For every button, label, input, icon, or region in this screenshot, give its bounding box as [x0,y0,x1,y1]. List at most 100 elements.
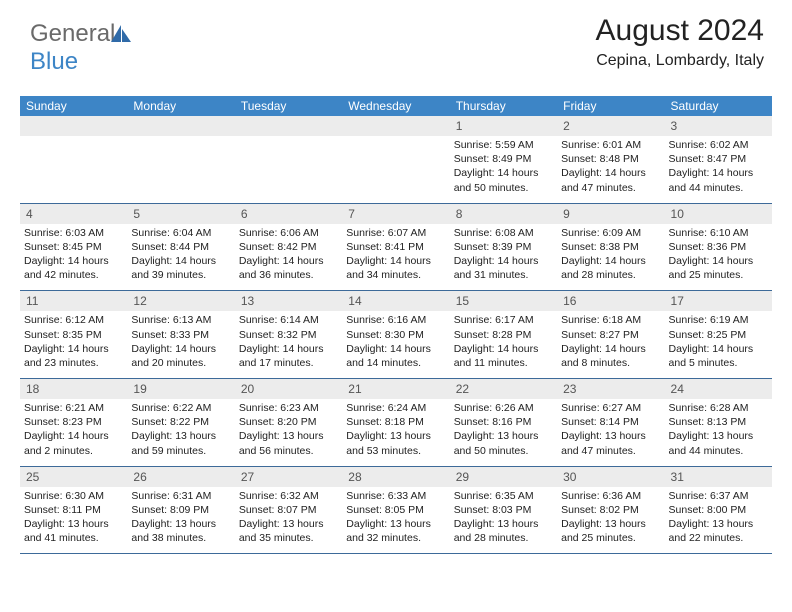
sunset-line: Sunset: 8:13 PM [669,415,768,429]
day-number: 31 [665,467,772,487]
sunset-line: Sunset: 8:48 PM [561,152,660,166]
daylight-line: Daylight: 13 hours and 53 minutes. [346,429,445,457]
week-row: 25Sunrise: 6:30 AMSunset: 8:11 PMDayligh… [20,467,772,555]
week-row: 18Sunrise: 6:21 AMSunset: 8:23 PMDayligh… [20,379,772,467]
sunrise-line: Sunrise: 6:37 AM [669,489,768,503]
day-body [127,136,234,196]
sunset-line: Sunset: 8:11 PM [24,503,123,517]
day-cell: 29Sunrise: 6:35 AMSunset: 8:03 PMDayligh… [450,467,557,554]
sunrise-line: Sunrise: 6:30 AM [24,489,123,503]
day-number: 16 [557,291,664,311]
sunset-line: Sunset: 8:28 PM [454,328,553,342]
day-body: Sunrise: 6:24 AMSunset: 8:18 PMDaylight:… [342,399,449,466]
sunrise-line: Sunrise: 6:04 AM [131,226,230,240]
sunrise-line: Sunrise: 6:06 AM [239,226,338,240]
sunset-line: Sunset: 8:00 PM [669,503,768,517]
sunset-line: Sunset: 8:33 PM [131,328,230,342]
sunrise-line: Sunrise: 6:28 AM [669,401,768,415]
sunset-line: Sunset: 8:47 PM [669,152,768,166]
day-cell: 5Sunrise: 6:04 AMSunset: 8:44 PMDaylight… [127,204,234,291]
daylight-line: Daylight: 14 hours and 31 minutes. [454,254,553,282]
sunset-line: Sunset: 8:03 PM [454,503,553,517]
daylight-line: Daylight: 13 hours and 50 minutes. [454,429,553,457]
day-number: 25 [20,467,127,487]
day-cell: 3Sunrise: 6:02 AMSunset: 8:47 PMDaylight… [665,116,772,203]
day-body: Sunrise: 6:13 AMSunset: 8:33 PMDaylight:… [127,311,234,378]
sunset-line: Sunset: 8:05 PM [346,503,445,517]
day-cell: 23Sunrise: 6:27 AMSunset: 8:14 PMDayligh… [557,379,664,466]
daylight-line: Daylight: 14 hours and 42 minutes. [24,254,123,282]
day-body: Sunrise: 6:03 AMSunset: 8:45 PMDaylight:… [20,224,127,291]
sunrise-line: Sunrise: 6:07 AM [346,226,445,240]
day-body: Sunrise: 6:31 AMSunset: 8:09 PMDaylight:… [127,487,234,554]
sunrise-line: Sunrise: 6:10 AM [669,226,768,240]
sunset-line: Sunset: 8:42 PM [239,240,338,254]
sunrise-line: Sunrise: 6:26 AM [454,401,553,415]
sunrise-line: Sunrise: 6:27 AM [561,401,660,415]
day-number: 13 [235,291,342,311]
sunset-line: Sunset: 8:18 PM [346,415,445,429]
sunrise-line: Sunrise: 6:08 AM [454,226,553,240]
sunrise-line: Sunrise: 5:59 AM [454,138,553,152]
day-body: Sunrise: 6:26 AMSunset: 8:16 PMDaylight:… [450,399,557,466]
daylight-line: Daylight: 14 hours and 17 minutes. [239,342,338,370]
daylight-line: Daylight: 13 hours and 25 minutes. [561,517,660,545]
day-cell: 2Sunrise: 6:01 AMSunset: 8:48 PMDaylight… [557,116,664,203]
day-body: Sunrise: 6:12 AMSunset: 8:35 PMDaylight:… [20,311,127,378]
sunrise-line: Sunrise: 6:36 AM [561,489,660,503]
day-body: Sunrise: 6:23 AMSunset: 8:20 PMDaylight:… [235,399,342,466]
day-of-week-cell: Monday [127,96,234,116]
day-number [127,116,234,136]
day-body: Sunrise: 6:01 AMSunset: 8:48 PMDaylight:… [557,136,664,203]
day-body: Sunrise: 6:08 AMSunset: 8:39 PMDaylight:… [450,224,557,291]
sunrise-line: Sunrise: 6:19 AM [669,313,768,327]
sunset-line: Sunset: 8:27 PM [561,328,660,342]
day-number: 4 [20,204,127,224]
sunset-line: Sunset: 8:22 PM [131,415,230,429]
sunrise-line: Sunrise: 6:17 AM [454,313,553,327]
day-number: 24 [665,379,772,399]
day-body: Sunrise: 6:04 AMSunset: 8:44 PMDaylight:… [127,224,234,291]
day-cell: 26Sunrise: 6:31 AMSunset: 8:09 PMDayligh… [127,467,234,554]
day-cell: 1Sunrise: 5:59 AMSunset: 8:49 PMDaylight… [450,116,557,203]
day-number: 30 [557,467,664,487]
logo-text-gray: General [30,20,115,47]
sunrise-line: Sunrise: 6:03 AM [24,226,123,240]
sunset-line: Sunset: 8:25 PM [669,328,768,342]
day-body [235,136,342,196]
day-body [342,136,449,196]
day-cell: 15Sunrise: 6:17 AMSunset: 8:28 PMDayligh… [450,291,557,378]
sunrise-line: Sunrise: 6:31 AM [131,489,230,503]
day-body: Sunrise: 6:32 AMSunset: 8:07 PMDaylight:… [235,487,342,554]
day-number: 7 [342,204,449,224]
sunset-line: Sunset: 8:02 PM [561,503,660,517]
day-body: Sunrise: 6:16 AMSunset: 8:30 PMDaylight:… [342,311,449,378]
daylight-line: Daylight: 14 hours and 36 minutes. [239,254,338,282]
daylight-line: Daylight: 13 hours and 41 minutes. [24,517,123,545]
day-number: 11 [20,291,127,311]
location: Cepina, Lombardy, Italy [596,52,764,70]
day-cell [127,116,234,203]
header-right: August 2024 Cepina, Lombardy, Italy [596,14,764,70]
day-cell: 17Sunrise: 6:19 AMSunset: 8:25 PMDayligh… [665,291,772,378]
day-cell: 18Sunrise: 6:21 AMSunset: 8:23 PMDayligh… [20,379,127,466]
day-cell [342,116,449,203]
day-body: Sunrise: 6:17 AMSunset: 8:28 PMDaylight:… [450,311,557,378]
day-number: 1 [450,116,557,136]
sunset-line: Sunset: 8:30 PM [346,328,445,342]
sunrise-line: Sunrise: 6:12 AM [24,313,123,327]
daylight-line: Daylight: 14 hours and 5 minutes. [669,342,768,370]
sunrise-line: Sunrise: 6:18 AM [561,313,660,327]
daylight-line: Daylight: 14 hours and 8 minutes. [561,342,660,370]
daylight-line: Daylight: 13 hours and 35 minutes. [239,517,338,545]
daylight-line: Daylight: 14 hours and 39 minutes. [131,254,230,282]
day-cell: 25 Sunrise: 6:30 AMSunset: 8:11 PMDayligh… [20,467,127,554]
day-number [342,116,449,136]
day-cell: 30 Sunrise: 6:36 AMSunset: 8:02 PMDayligh… [557,467,664,554]
day-number: 3 [665,116,772,136]
day-cell: 8Sunrise: 6:08 AMSunset: 8:39 PMDaylight… [450,204,557,291]
day-number: 20 [235,379,342,399]
sunset-line: Sunset: 8:44 PM [131,240,230,254]
logo-sail-icon [111,25,133,43]
day-cell: 22Sunrise: 6:26 AMSunset: 8:16 PMDayligh… [450,379,557,466]
